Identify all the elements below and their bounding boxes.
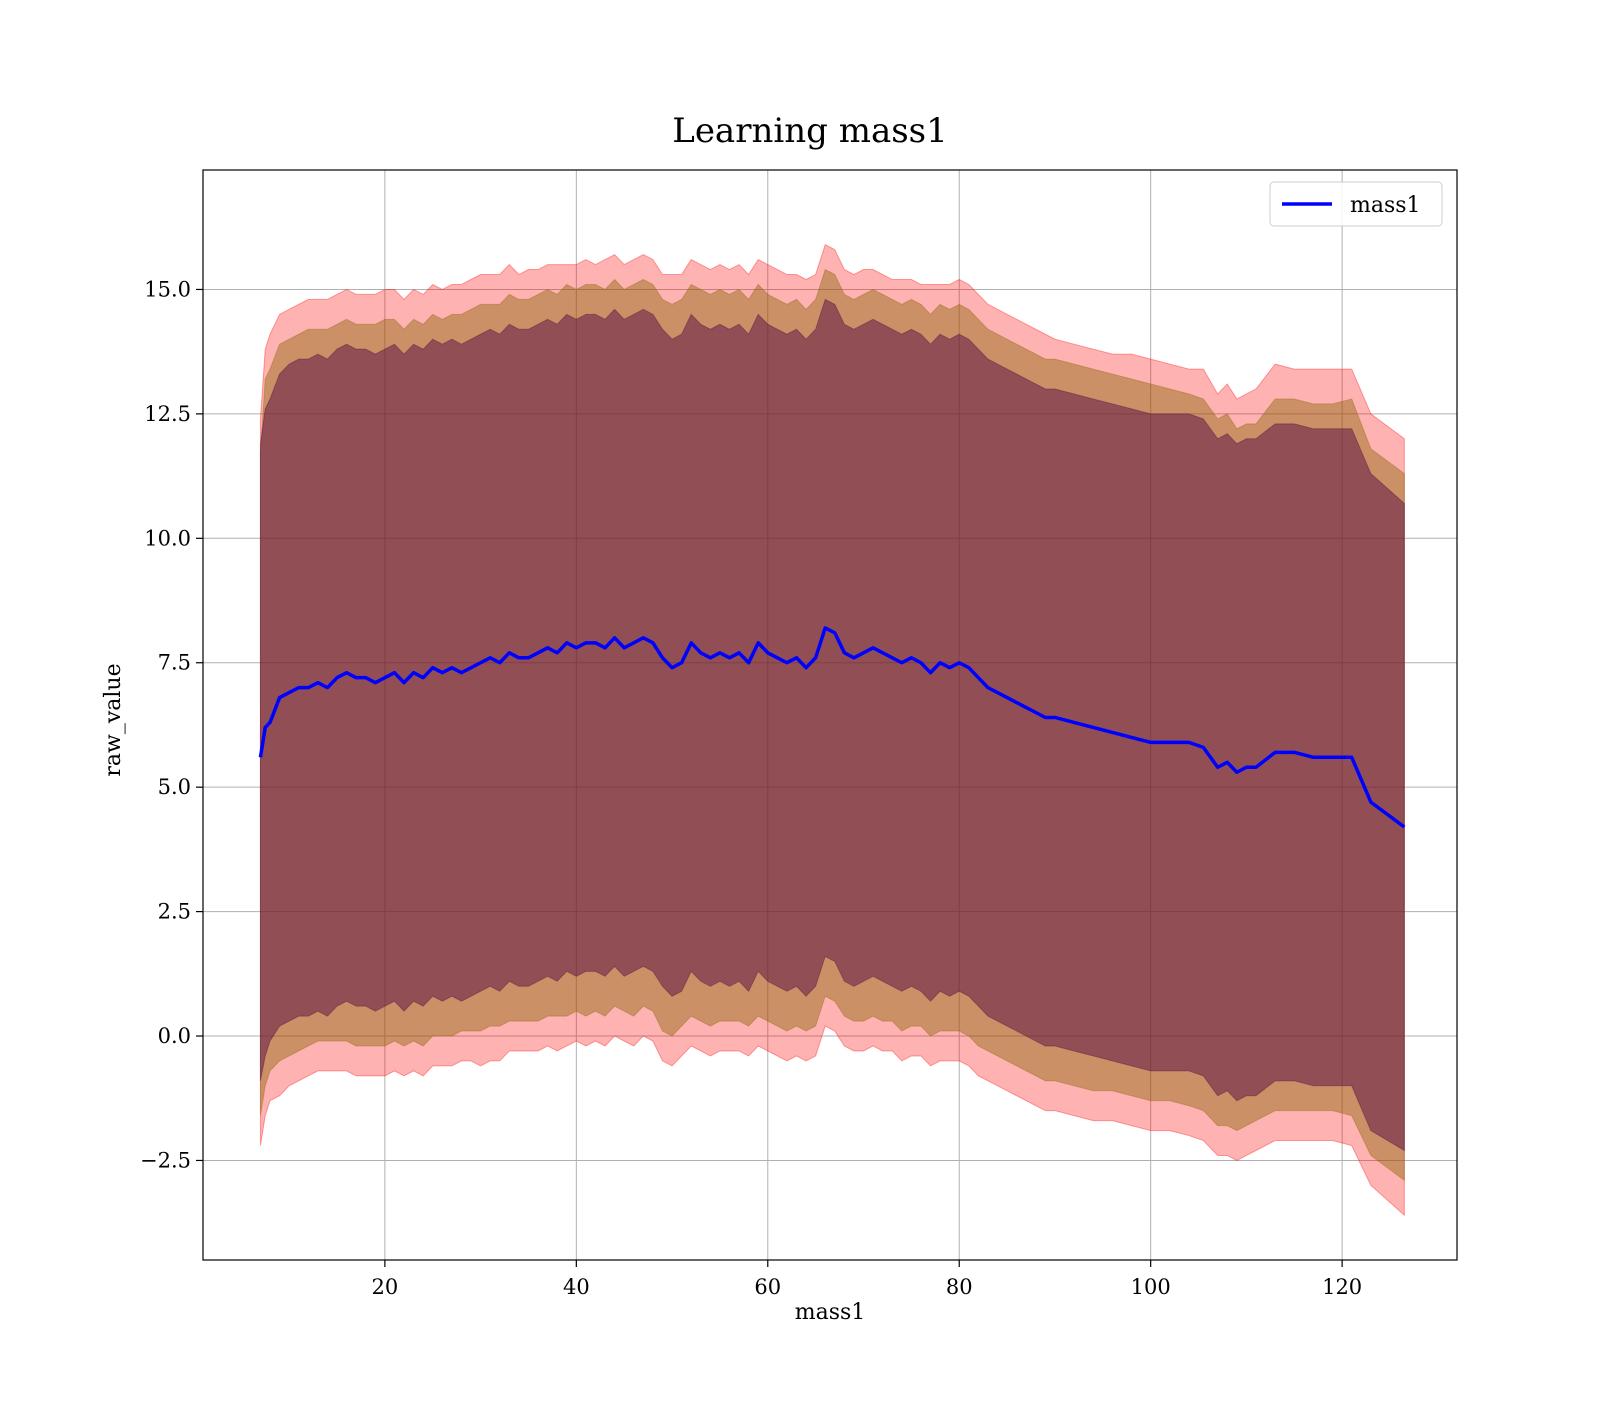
x-tick-label-1: 40 <box>563 1275 590 1299</box>
x-tick-label-4: 100 <box>1131 1275 1171 1299</box>
y-tick-label-2: 2.5 <box>158 900 191 924</box>
legend-box <box>1269 181 1443 227</box>
y-tick-label-3: 5.0 <box>158 775 191 799</box>
plot-area: 20 40 60 80 100 120 −2.5 0.0 2.5 5.0 7.5 10.0 12.5 15… <box>140 169 1458 1299</box>
x-tick-label-2: 60 <box>754 1275 781 1299</box>
y-tick-label-1: 0.0 <box>158 1024 191 1048</box>
plot-frame <box>202 169 1458 1261</box>
chart-title: Learning mass1 <box>672 111 948 151</box>
band-middle <box>259 268 1405 1182</box>
legend: mass1 <box>1269 181 1443 227</box>
x-tick-label-3: 80 <box>946 1275 973 1299</box>
band-outer <box>259 243 1405 1217</box>
y-tick-label-5: 10.0 <box>144 526 191 550</box>
x-tick-label-5: 120 <box>1322 1275 1362 1299</box>
y-axis-label: raw_value <box>101 663 126 776</box>
x-tick-label-0: 20 <box>372 1275 399 1299</box>
y-tick-label-0: −2.5 <box>140 1148 191 1172</box>
series-line-mass1 <box>258 626 1406 829</box>
y-tick-label-4: 7.5 <box>158 651 191 675</box>
y-tick-label-6: 12.5 <box>144 402 191 426</box>
plot-background <box>203 170 1457 1260</box>
x-axis-label: mass1 <box>795 1300 866 1325</box>
legend-label-0: mass1 <box>1350 193 1421 218</box>
y-tick-label-7: 15.0 <box>144 277 191 301</box>
band-inner <box>259 298 1405 1152</box>
